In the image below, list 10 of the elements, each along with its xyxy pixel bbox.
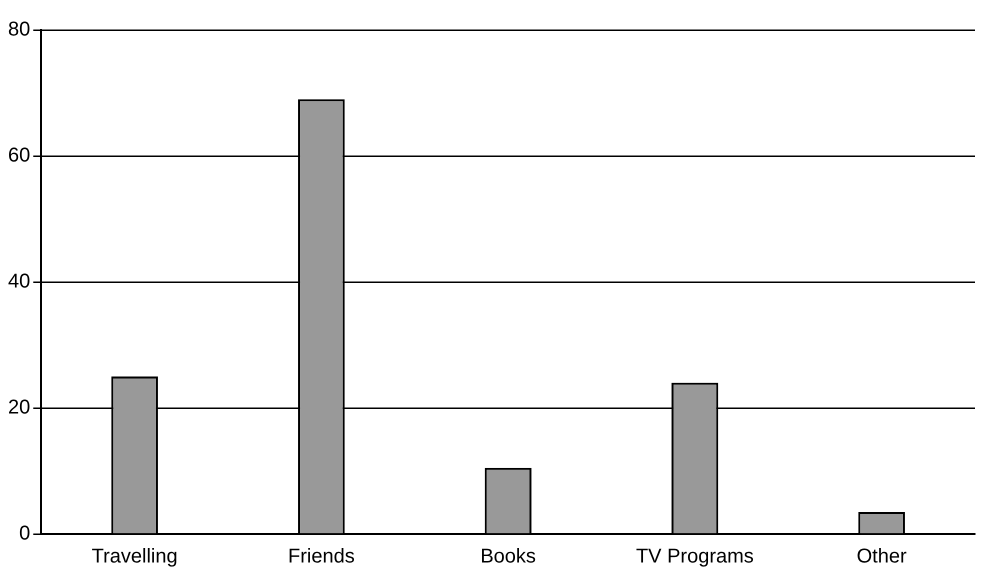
x-tick-label: Friends bbox=[288, 546, 355, 568]
y-tick-label: 0 bbox=[19, 522, 30, 545]
y-tick-label: 20 bbox=[8, 396, 30, 419]
y-tick-label: 80 bbox=[8, 18, 30, 41]
y-tick-label: 60 bbox=[8, 144, 30, 167]
x-tick-label: TV Programs bbox=[636, 546, 754, 568]
x-tick-label: Travelling bbox=[92, 546, 178, 568]
x-tick-label: Other bbox=[856, 546, 907, 568]
x-tick-label: Books bbox=[480, 546, 536, 568]
y-tick-label: 40 bbox=[8, 270, 30, 293]
